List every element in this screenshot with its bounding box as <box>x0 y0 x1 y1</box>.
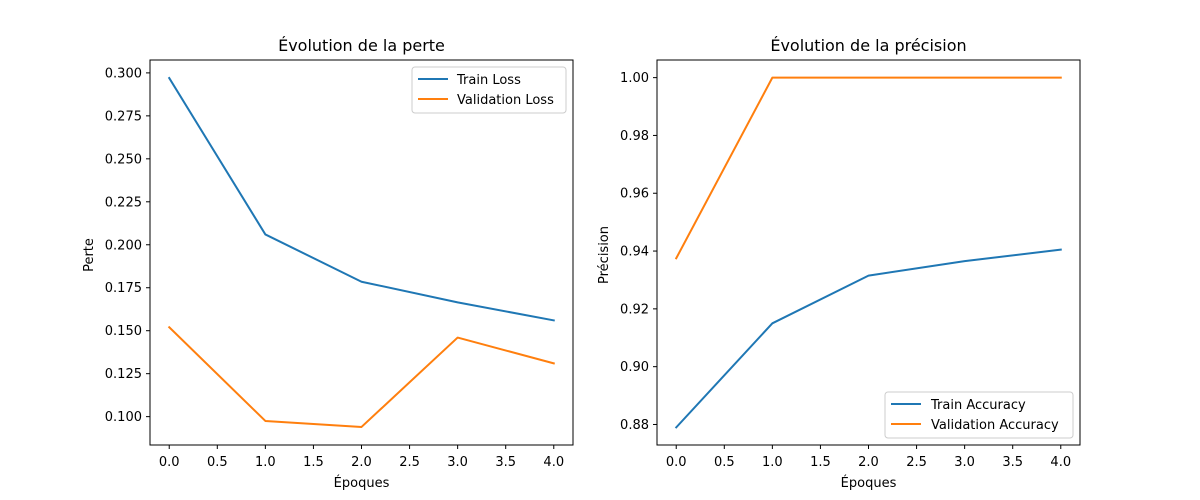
loss-y-tick-label: 0.225 <box>105 195 142 210</box>
loss-x-tick-label: 1.0 <box>255 455 276 470</box>
loss-chart-title: Évolution de la perte <box>278 36 445 55</box>
loss-x-tick-label: 0.5 <box>207 455 228 470</box>
accuracy-x-tick-label: 4.0 <box>1050 455 1071 470</box>
loss-y-axis-label: Perte <box>82 238 97 272</box>
accuracy-chart: 0.0 0.5 1.0 1.5 2.0 2.5 3.0 3.5 4.0 0.88 0.90 0.92… <box>597 36 1081 491</box>
loss-series-line-train <box>167 76 555 322</box>
accuracy-legend-label-train: Train Accuracy <box>930 398 1026 413</box>
loss-legend-label-train: Train Loss <box>456 73 521 88</box>
loss-y-tick-label: 0.100 <box>105 410 142 425</box>
accuracy-x-tick-label: 3.0 <box>954 455 975 470</box>
accuracy-x-ticks: 0.0 0.5 1.0 1.5 2.0 2.5 3.0 3.5 4.0 <box>666 445 1071 470</box>
loss-y-ticks: 0.100 0.125 0.150 0.175 0.200 0.225 0.250 0.275… <box>105 66 150 425</box>
loss-x-tick-label: 2.0 <box>351 455 372 470</box>
accuracy-x-tick-label: 3.5 <box>1002 455 1023 470</box>
accuracy-x-tick-label: 0.0 <box>666 455 687 470</box>
loss-series-line-validation <box>167 325 555 428</box>
loss-x-tick-label: 3.0 <box>447 455 468 470</box>
loss-y-tick-label: 0.275 <box>105 109 142 124</box>
accuracy-legend: Train Accuracy Validation Accuracy <box>884 391 1074 439</box>
loss-x-tick-label: 1.5 <box>303 455 324 470</box>
loss-legend-box <box>411 66 567 114</box>
loss-y-tick-label: 0.300 <box>105 66 142 81</box>
accuracy-x-tick-label: 2.0 <box>858 455 879 470</box>
accuracy-x-tick-label: 1.0 <box>762 455 783 470</box>
accuracy-legend-label-validation: Validation Accuracy <box>931 418 1059 433</box>
loss-legend-label-validation: Validation Loss <box>457 93 554 108</box>
loss-legend: Train Loss Validation Loss <box>411 66 567 114</box>
accuracy-x-tick-label: 1.5 <box>810 455 831 470</box>
accuracy-y-tick-label: 0.98 <box>620 129 649 144</box>
loss-x-tick-label: 4.0 <box>543 455 564 470</box>
loss-x-axis-label: Époques <box>334 475 390 491</box>
loss-y-tick-label: 0.125 <box>105 367 142 382</box>
loss-y-tick-label: 0.250 <box>105 152 142 167</box>
loss-y-tick-label: 0.150 <box>105 324 142 339</box>
accuracy-y-tick-label: 0.90 <box>620 360 649 375</box>
accuracy-y-tick-label: 0.92 <box>620 302 649 317</box>
loss-plot-lines <box>167 76 555 428</box>
loss-y-tick-label: 0.175 <box>105 281 142 296</box>
loss-x-tick-label: 3.5 <box>495 455 516 470</box>
accuracy-plot-lines <box>674 76 1062 429</box>
accuracy-legend-box <box>884 391 1074 439</box>
loss-x-ticks: 0.0 0.5 1.0 1.5 2.0 2.5 3.0 3.5 4.0 <box>159 445 564 470</box>
loss-chart: 0.0 0.5 1.0 1.5 2.0 2.5 3.0 3.5 4.0 0.1000.1250.… <box>82 36 574 491</box>
accuracy-series-line-validation <box>674 76 1062 260</box>
accuracy-x-tick-label: 2.5 <box>906 455 927 470</box>
accuracy-chart-title: Évolution de la précision <box>770 36 966 55</box>
loss-y-tick-label: 0.200 <box>105 238 142 253</box>
accuracy-y-ticks: 0.88 0.90 0.92 0.94 0.96 0.98 1.00 <box>620 71 657 433</box>
loss-x-tick-label: 0.0 <box>159 455 180 470</box>
accuracy-y-tick-label: 0.88 <box>620 418 649 433</box>
accuracy-y-tick-label: 0.96 <box>620 187 649 202</box>
accuracy-y-tick-label: 1.00 <box>620 71 649 86</box>
accuracy-series-line-train <box>674 248 1062 429</box>
accuracy-x-axis-label: Époques <box>841 475 897 491</box>
loss-plot-frame <box>149 59 574 446</box>
accuracy-x-tick-label: 0.5 <box>714 455 735 470</box>
accuracy-y-axis-label: Précision <box>597 226 612 284</box>
accuracy-y-tick-label: 0.94 <box>620 245 649 260</box>
loss-x-tick-label: 2.5 <box>399 455 420 470</box>
accuracy-plot-frame <box>656 59 1081 446</box>
